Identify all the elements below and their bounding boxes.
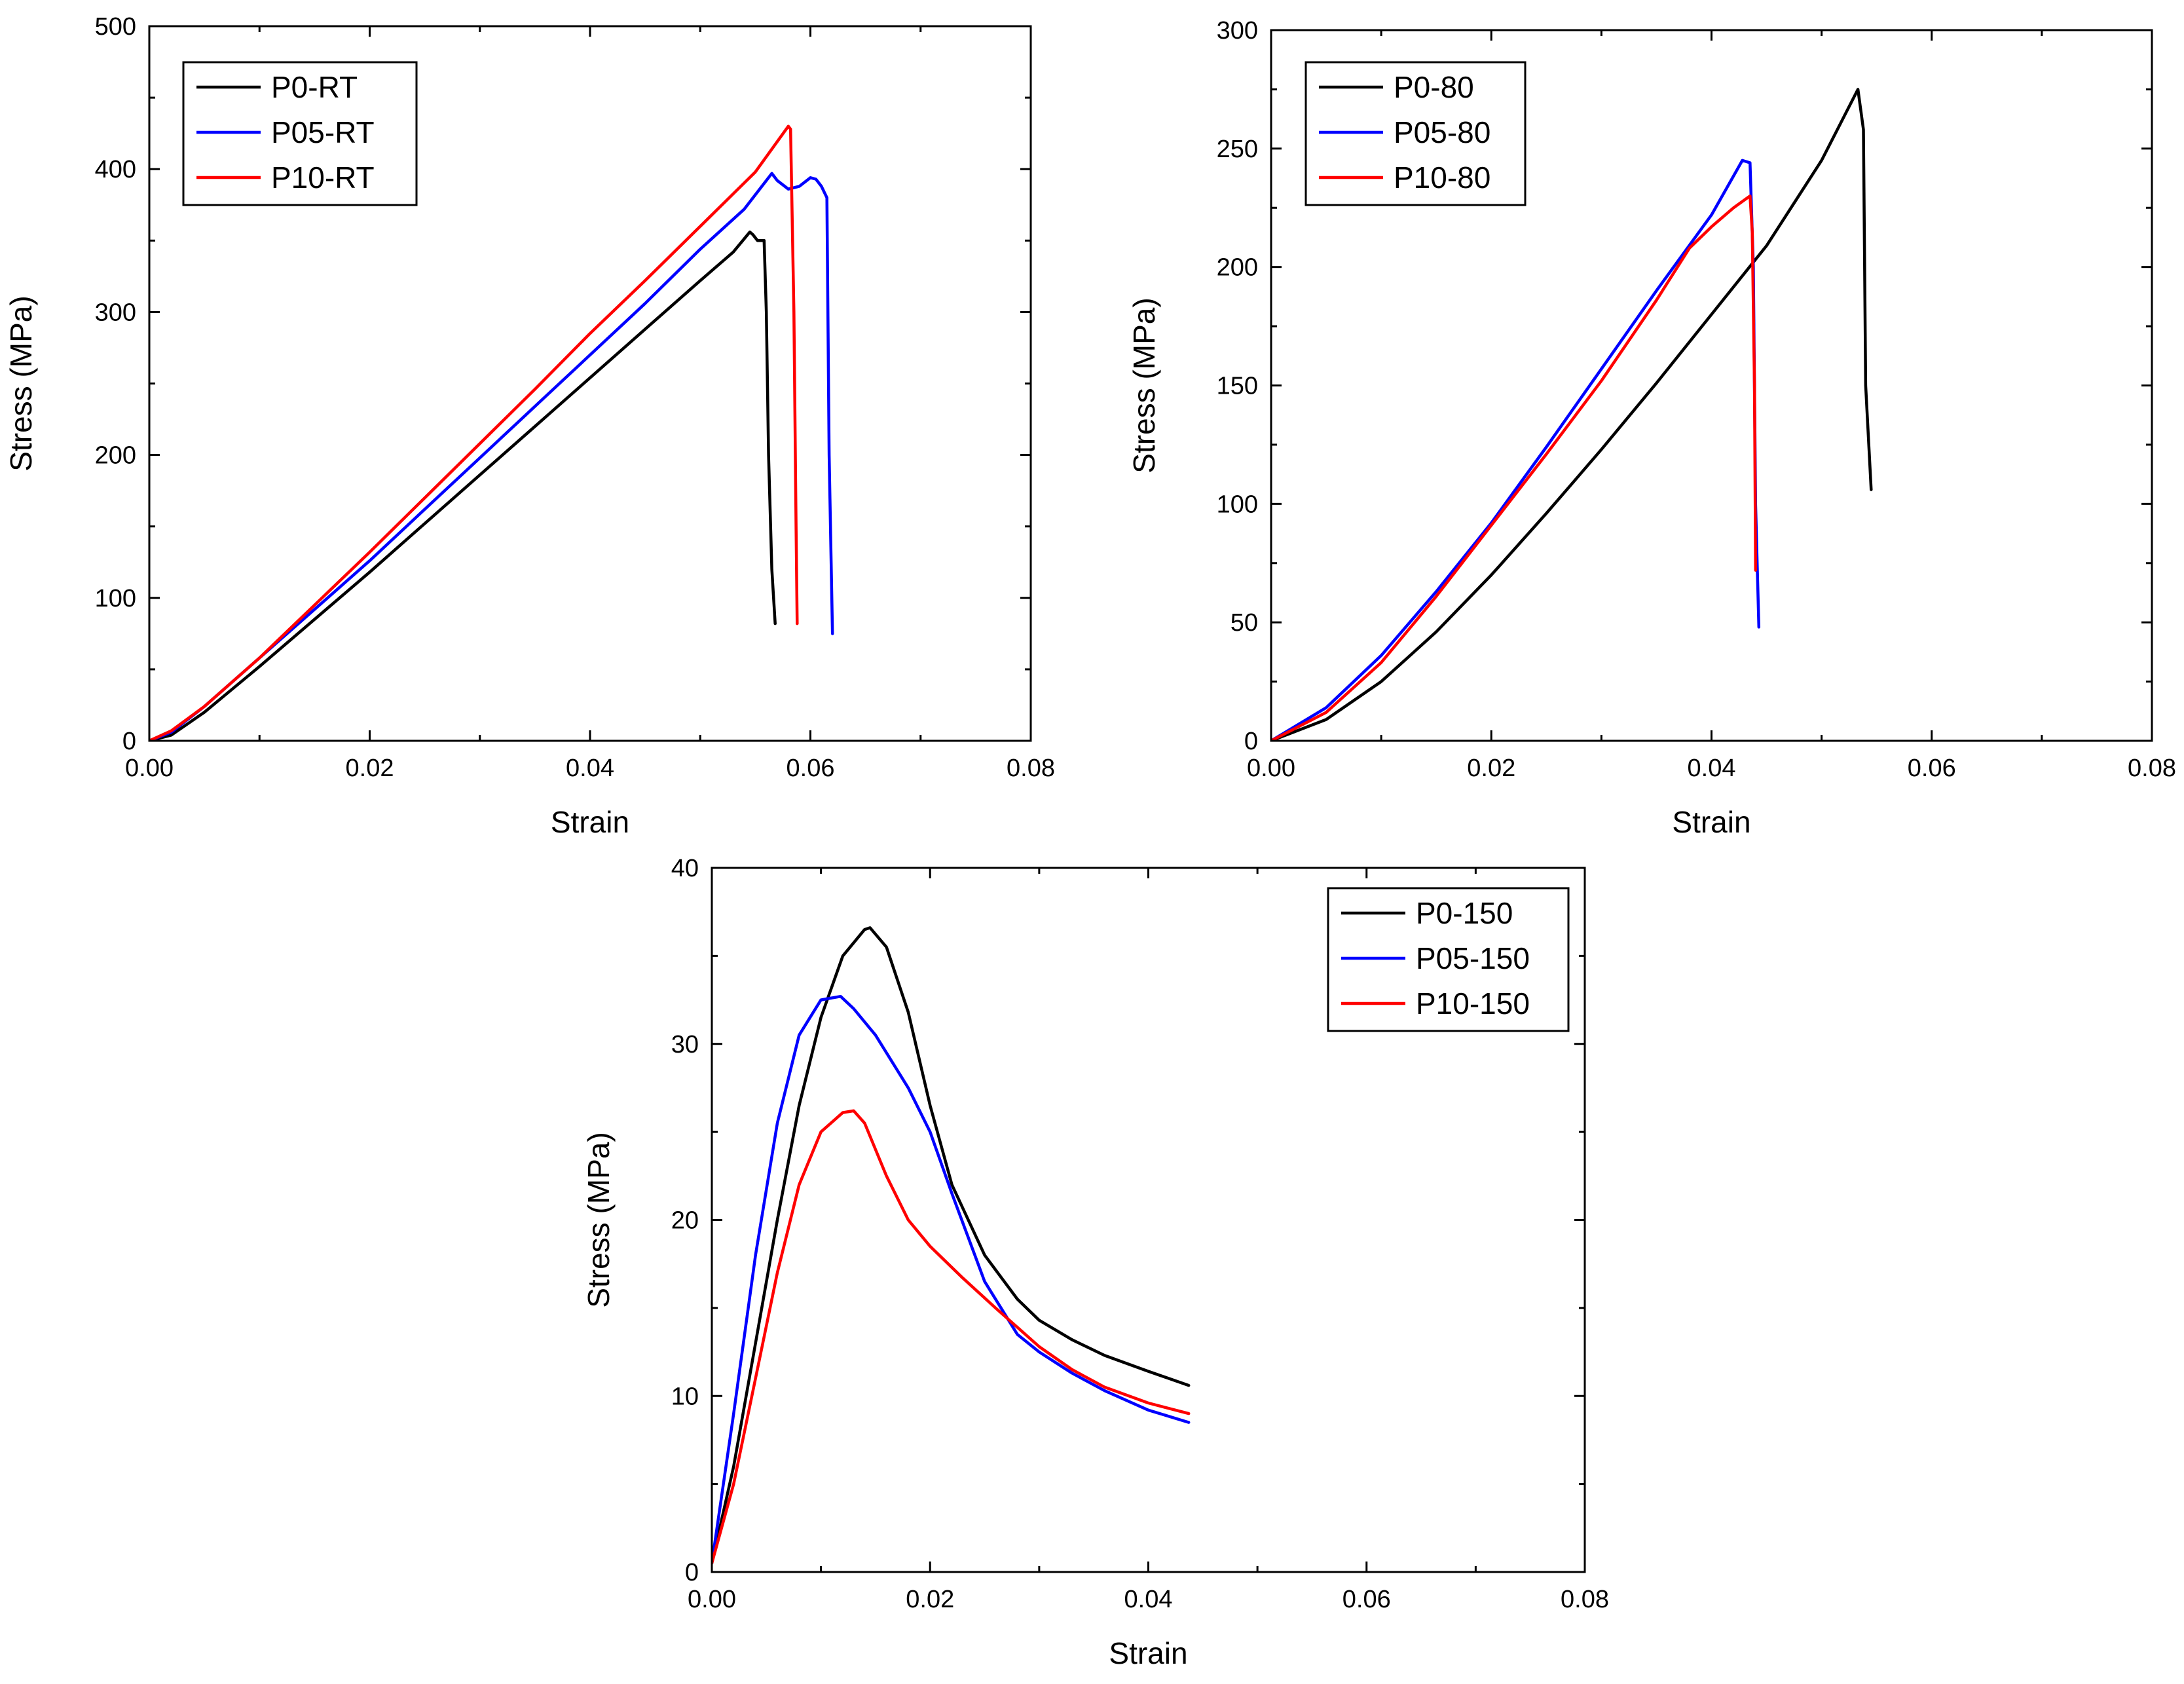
legend-label-P0-80: P0-80 — [1394, 70, 1474, 104]
series-line-P05-150 — [712, 994, 1191, 1565]
legend: P0-150 P05-150 P10-150 — [1327, 887, 1570, 1032]
x-tick-label: 0.02 — [346, 755, 394, 782]
y-tick-label: 250 — [1217, 136, 1258, 163]
y-axis-title: Stress (MPa) — [1127, 297, 1161, 473]
legend: P0-80 P05-80 P10-80 — [1305, 61, 1527, 206]
chart-t150: 0.00 0.02 0.04 0.06 0.08 0 10 20 30 40 Strain Stres… — [582, 855, 1609, 1670]
y-axis-title: Stress (MPa) — [4, 295, 38, 471]
x-tick-label: 0.08 — [2128, 755, 2176, 782]
legend-label-P05-RT: P05-RT — [271, 115, 375, 149]
y-tick-label: 300 — [1217, 17, 1258, 45]
x-tick-label: 0.02 — [906, 1586, 954, 1613]
y-tick-label: 500 — [95, 13, 136, 41]
y-tick-label: 50 — [1231, 609, 1258, 637]
y-tick-label: 0 — [122, 728, 136, 755]
x-tick-label: 0.00 — [125, 755, 174, 782]
series-line-P0-RT — [149, 230, 777, 741]
legend-label-P10-80: P10-80 — [1394, 160, 1490, 195]
series-group — [1271, 88, 1873, 741]
chart-rt: 0.00 0.02 0.04 0.06 0.08 0 100 200 300 400 500 Stra… — [4, 13, 1055, 839]
x-tick-label: 0.02 — [1467, 755, 1515, 782]
x-tick-label: 0.00 — [688, 1586, 736, 1613]
x-tick-label: 0.00 — [1247, 755, 1295, 782]
x-tick-label: 0.04 — [1688, 755, 1736, 782]
y-tick-label: 300 — [95, 299, 136, 326]
y-tick-label: 100 — [1217, 491, 1258, 518]
series-line-P05-80 — [1271, 159, 1761, 741]
series-line-P10-80 — [1271, 194, 1758, 741]
y-tick-label: 0 — [1244, 728, 1258, 755]
legend-label-P10-150: P10-150 — [1416, 986, 1530, 1020]
series-line-P10-150 — [712, 1109, 1191, 1565]
y-tick-label: 400 — [95, 156, 136, 183]
x-tick-label: 0.08 — [1561, 1586, 1609, 1613]
series-line-P05-RT — [149, 172, 834, 741]
legend: P0-RT P05-RT P10-RT — [182, 61, 418, 206]
y-axis-title: Stress (MPa) — [582, 1132, 616, 1307]
series-line-P10-RT — [149, 124, 799, 741]
series-group — [712, 926, 1191, 1565]
x-tick-label: 0.06 — [1342, 1586, 1391, 1613]
y-tick-label: 10 — [671, 1383, 699, 1410]
y-tick-label: 100 — [95, 585, 136, 612]
x-axis-title: Strain — [1109, 1636, 1187, 1670]
series-line-P0-80 — [1271, 88, 1873, 741]
x-tick-label: 0.04 — [566, 755, 614, 782]
legend-label-P0-150: P0-150 — [1416, 896, 1513, 930]
series-group — [149, 124, 834, 741]
y-tick-label: 200 — [95, 442, 136, 470]
x-tick-label: 0.08 — [1007, 755, 1055, 782]
legend-label-P10-RT: P10-RT — [271, 160, 375, 195]
chart-t80: 0.00 0.02 0.04 0.06 0.08 0 50 100 150 200 250 300 St… — [1127, 17, 2176, 839]
x-axis-title: Strain — [551, 805, 629, 839]
y-tick-label: 150 — [1217, 373, 1258, 400]
y-tick-label: 200 — [1217, 254, 1258, 282]
x-tick-label: 0.06 — [1908, 755, 1956, 782]
x-axis-title: Strain — [1672, 805, 1750, 839]
legend-label-P05-150: P05-150 — [1416, 941, 1530, 975]
y-tick-label: 0 — [685, 1559, 699, 1586]
legend-label-P05-80: P05-80 — [1394, 115, 1490, 149]
y-tick-label: 30 — [671, 1031, 699, 1058]
x-tick-label: 0.04 — [1124, 1586, 1173, 1613]
x-tick-label: 0.06 — [787, 755, 835, 782]
series-line-P0-150 — [712, 926, 1191, 1565]
legend-label-P0-RT: P0-RT — [271, 70, 358, 104]
y-tick-label: 20 — [671, 1207, 699, 1235]
y-tick-label: 40 — [671, 855, 699, 882]
